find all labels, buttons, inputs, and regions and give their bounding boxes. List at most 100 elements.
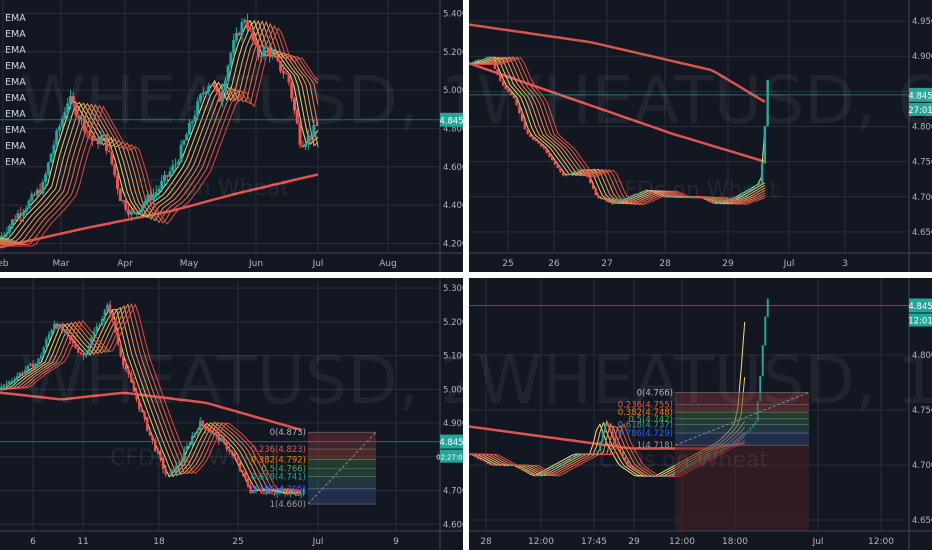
candle-body: [29, 363, 32, 366]
candle-body: [596, 451, 599, 454]
legend-ema-label[interactable]: EMA: [5, 157, 26, 168]
candle-body: [554, 466, 557, 468]
candle-body: [196, 431, 199, 434]
candle-body: [606, 423, 609, 426]
candle-body: [279, 60, 283, 72]
candle-body: [631, 466, 634, 469]
chart-canvas-240min[interactable]: 0(4.873) 0.236(4.823)0.382(4.792)0.5(4.76…: [0, 278, 463, 550]
candle-body: [611, 432, 614, 439]
time-axis-label: 12:00: [528, 537, 554, 547]
price-axis-label: 4.800: [912, 351, 932, 361]
candle-body: [739, 194, 742, 197]
ema-ribbon-line: [0, 303, 301, 491]
watermark-60min: WHEATUSD, 60: [477, 62, 932, 139]
candle-body: [226, 65, 230, 81]
chart-canvas-daily[interactable]: 5.400 5.200 5.000 4.800 4.600 4.400 4.200 eb Mar…: [0, 0, 463, 272]
candle-body: [80, 118, 84, 120]
fib-zone: [675, 433, 809, 446]
candle-body: [485, 57, 488, 59]
chart-pane-daily[interactable]: 5.400 5.200 5.000 4.800 4.600 4.400 4.200 eb Mar…: [0, 0, 463, 272]
candle-body: [760, 163, 764, 184]
candle-body: [44, 174, 48, 183]
candle-body: [621, 199, 625, 201]
candle-body: [93, 138, 97, 141]
candle-body: [619, 448, 622, 453]
chart-pane-60min[interactable]: 4.9504.9004.8504.8004.7504.7004.65025262…: [469, 0, 932, 272]
candle-body: [164, 468, 167, 475]
price-axis-label: 4.950: [912, 17, 932, 27]
candle-body: [561, 172, 565, 176]
candle-body: [521, 468, 524, 471]
time-axis-label: May: [180, 259, 199, 269]
chart-pane-15min[interactable]: 0(4.766) 0.236(4.755) 0.382(4.748) 0.5(4.74…: [469, 278, 932, 550]
fib-zone: [675, 412, 809, 419]
candle-body: [55, 323, 59, 329]
chart-canvas-60min[interactable]: 4.9504.9004.8504.8004.7504.7004.65025262…: [469, 0, 932, 272]
price-axis-label: 5.400: [443, 9, 463, 19]
candle-body: [575, 171, 578, 173]
candle-body: [154, 191, 158, 195]
candle-body: [700, 196, 704, 199]
candle-body: [127, 209, 131, 215]
candle-body: [124, 364, 128, 370]
candle-body: [183, 450, 186, 461]
candle-body: [301, 144, 305, 148]
candle-body: [744, 191, 748, 193]
candle-body: [135, 212, 139, 214]
fib-zone: [308, 488, 376, 505]
candle-body: [591, 182, 595, 189]
chart-pane-240min[interactable]: 0(4.873) 0.236(4.823) 0.382(4.792) 0.5(4.76…: [0, 278, 463, 550]
chart-canvas-15min[interactable]: 0(4.766) 0.236(4.755)0.382(4.748)0.5(4.74…: [469, 278, 932, 550]
candle-body: [516, 465, 519, 467]
candle-body: [19, 213, 23, 216]
candle-body: [248, 28, 252, 31]
watermark-sub-240min: CFDs on Wheat: [110, 446, 280, 471]
price-tag-label: 4.845: [439, 438, 463, 448]
candle-body: [546, 469, 549, 472]
legend-ema-label[interactable]: EMA: [5, 141, 26, 152]
candle-body: [193, 433, 197, 437]
legend-ema-label[interactable]: EMA: [5, 93, 26, 104]
time-axis-label: Jul: [312, 537, 324, 547]
price-axis-label: 5.000: [443, 385, 463, 395]
candle-body: [69, 96, 73, 104]
candle-body: [549, 468, 552, 470]
candle-body: [698, 196, 701, 198]
price-tag-label: 4.845: [908, 302, 932, 312]
fib-level-label: 0(4.766): [637, 388, 673, 398]
price-axis-label: 5.000: [443, 86, 463, 96]
legend-ema-label[interactable]: EMA: [5, 61, 26, 72]
candle-body: [31, 363, 35, 369]
candle-body: [489, 463, 492, 465]
legend-ema-label[interactable]: EMA: [5, 125, 26, 136]
candle-body: [124, 200, 128, 210]
candle-body: [13, 380, 16, 382]
price-axis-label: 4.750: [912, 158, 932, 168]
candle-body: [644, 474, 647, 477]
candle-body: [509, 464, 512, 466]
candle-body: [284, 73, 288, 75]
fib-level-label: 0.382(4.748): [618, 408, 673, 418]
fib-zone: [675, 404, 809, 413]
candle-body: [63, 112, 67, 119]
candle-body: [22, 211, 26, 216]
candle-body: [267, 490, 271, 494]
fib-zone: [675, 392, 809, 405]
legend-ema-label[interactable]: EMA: [5, 109, 26, 120]
candle-body: [471, 61, 475, 64]
candle-body: [169, 469, 173, 474]
candle-body: [583, 169, 587, 172]
candle-body: [107, 150, 111, 152]
candle-body: [276, 57, 280, 61]
candle-body: [309, 135, 313, 138]
candle-body: [576, 454, 579, 456]
fib-zone: [675, 424, 809, 434]
legend-ema-label[interactable]: EMA: [5, 13, 26, 24]
legend-ema-label[interactable]: EMA: [5, 45, 26, 56]
candle-body: [564, 461, 567, 463]
legend-ema-label[interactable]: EMA: [5, 29, 26, 40]
legend-ema-label[interactable]: EMA: [5, 77, 26, 88]
fib-level-label: 0.236(4.823): [251, 445, 306, 455]
candle-body: [531, 473, 534, 475]
candle-body: [60, 118, 64, 127]
